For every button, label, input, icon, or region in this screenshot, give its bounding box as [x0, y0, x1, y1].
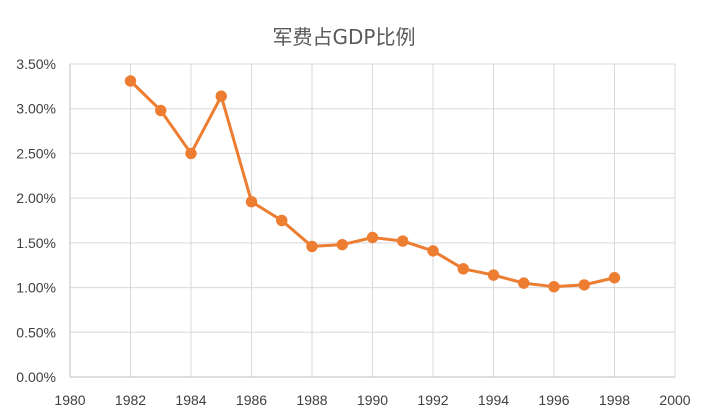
x-tick-label: 1986 — [236, 392, 267, 408]
x-tick-label: 1994 — [478, 392, 509, 408]
data-point — [155, 104, 167, 117]
x-tick-label: 1980 — [54, 392, 85, 408]
y-tick-label: 1.50% — [16, 235, 56, 251]
x-tick-label: 1990 — [357, 392, 388, 408]
data-point — [397, 235, 409, 247]
data-point — [548, 280, 560, 293]
data-point — [124, 75, 137, 87]
y-tick-label: 0.50% — [16, 324, 56, 340]
y-tick-label: 2.50% — [16, 145, 56, 161]
x-tick-label: 1988 — [296, 392, 327, 408]
y-tick-label: 3.00% — [16, 101, 56, 117]
y-axis-tick-labels: 0.00% 0.50% 1.00% 1.50% 2.00% 2.50% 3.00% 3.50% — [16, 56, 56, 385]
data-point — [185, 147, 197, 160]
data-point — [215, 90, 227, 102]
data-point — [245, 196, 258, 208]
x-axis-tick-labels: 1980 1982 1984 1986 1988 1990 1992 1994 1996 1998… — [54, 392, 690, 408]
data-point — [336, 238, 348, 251]
data-point — [427, 245, 439, 257]
x-tick-label: 1998 — [599, 392, 630, 408]
y-tick-label: 3.50% — [16, 56, 56, 72]
y-tick-label: 0.00% — [16, 369, 56, 385]
data-point — [518, 277, 530, 289]
x-tick-label: 2000 — [659, 392, 690, 408]
data-point — [366, 231, 379, 244]
data-point — [578, 279, 590, 291]
y-tick-label: 1.00% — [16, 280, 56, 296]
data-point — [608, 272, 621, 284]
axes — [69, 64, 675, 378]
data-series — [124, 75, 621, 293]
data-point — [306, 240, 318, 253]
gridlines — [70, 63, 676, 377]
x-tick-label: 1996 — [538, 392, 569, 408]
data-point — [487, 269, 500, 281]
x-tick-label: 1982 — [115, 392, 146, 408]
data-point — [457, 263, 469, 275]
y-tick-label: 2.00% — [16, 190, 56, 206]
data-point — [276, 214, 288, 227]
x-tick-label: 1992 — [417, 392, 448, 408]
x-tick-label: 1984 — [175, 392, 206, 408]
chart-title: 军费占GDP比例 — [273, 25, 416, 49]
